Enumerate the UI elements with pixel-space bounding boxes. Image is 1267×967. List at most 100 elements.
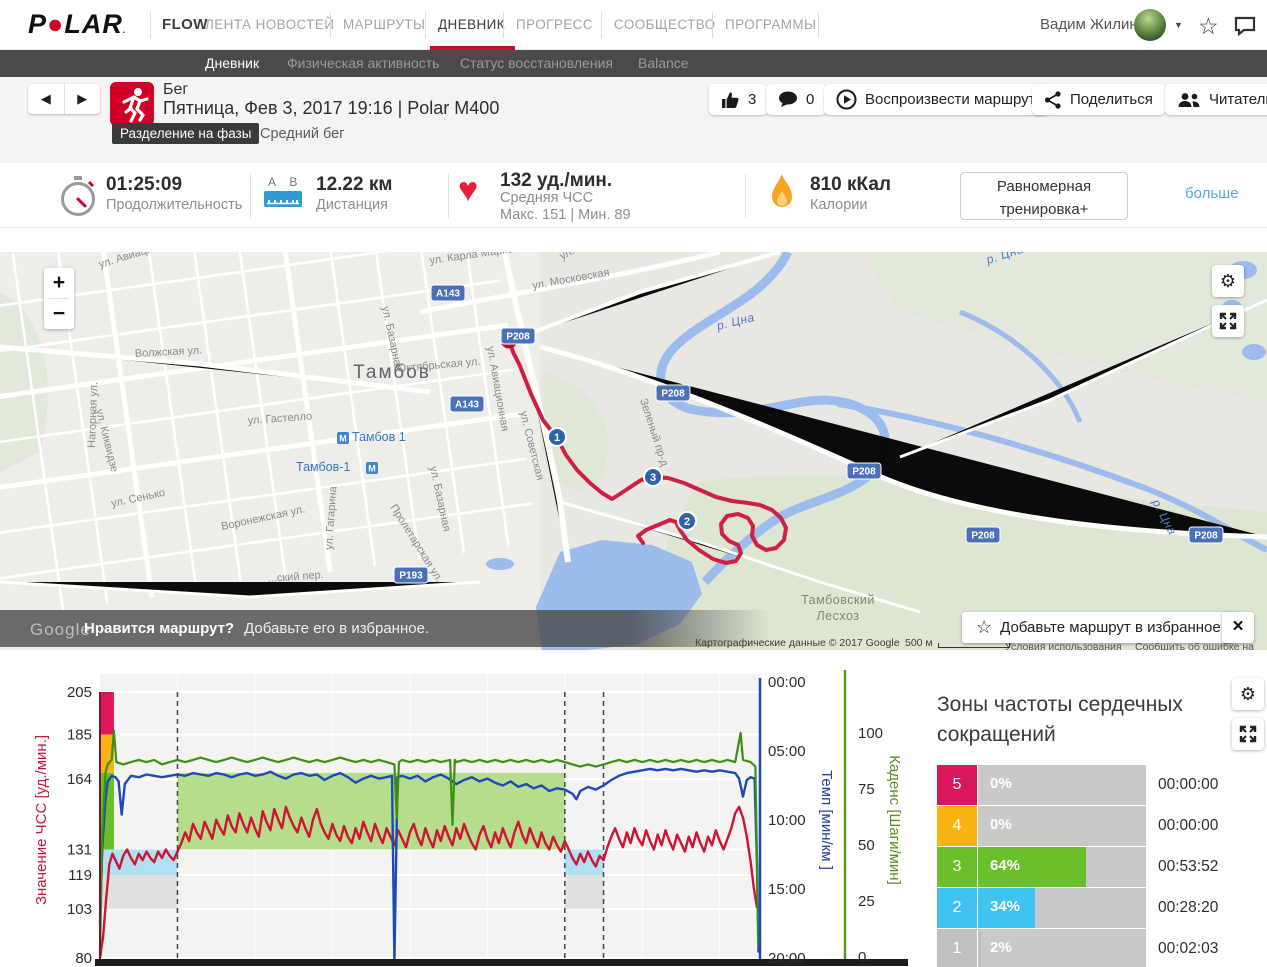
zone-bar-fill [978,846,1086,887]
nav-item-feed[interactable]: ЛЕНТА НОВОСТЕЙ [205,17,335,32]
zoom-out-button[interactable]: − [52,302,66,325]
polar-logo[interactable]: P●LAR. [28,9,127,39]
map-label-city: Тамбов [353,362,431,383]
chart-canvas: 205 185 164 131 119 103 80 00:00 05:00 10:00 15:00… [33,670,908,967]
thumbs-up-icon [722,92,739,108]
map-fullscreen-button[interactable] [1212,305,1244,337]
logo-red-o: ● [47,9,65,39]
zone-time: 00:28:20 [1158,898,1219,916]
share-button[interactable]: Поделиться [1032,84,1165,115]
chart-settings-button[interactable]: ⚙ [1232,678,1264,710]
comment-icon [779,91,797,107]
activity-header: ◀ ▶ Бег Пятница, Фев 3, 2017 19:16 | Pol… [0,77,1267,163]
chart-fullscreen-button[interactable] [1232,718,1264,750]
distance-value: 12.22 км [316,174,393,195]
phase-target-band [564,875,604,910]
hr-tick-label: 185 [67,727,92,744]
series-hr [98,805,760,959]
pace-tick-label: 20:00 [768,950,806,967]
activity-title: Бег [163,81,189,98]
phase-target-band [100,875,178,910]
road-badge [846,462,882,480]
map-settings-button[interactable]: ⚙ [1212,265,1244,297]
map-label-station: Тамбов-1 [296,460,350,474]
add-route-favorite-button[interactable]: ☆ Добавьте маршрут в избранное [962,612,1235,643]
comments-button[interactable]: 0 [766,84,827,115]
km-marker-number: 3 [650,472,656,484]
nav-item-community[interactable]: СООБЩЕСТВО [614,17,716,32]
road-badge [1188,526,1224,544]
zone-strip-segment [100,692,114,735]
star-icon: ☆ [976,617,993,637]
zone-bar: 34% [978,887,1146,928]
chat-icon[interactable] [1234,15,1256,42]
nav-item-progress[interactable]: ПРОГРЕСС [516,17,593,32]
replay-route-button[interactable]: Воспроизвести маршрут [824,84,1048,115]
nav-item-flow[interactable]: FLOW [162,16,208,33]
report-error-link[interactable]: Сообщить об ошибке на карте [1135,641,1254,650]
flame-icon [768,173,796,220]
next-activity-button[interactable]: ▶ [77,91,88,106]
subnav-balance[interactable]: Balance [638,55,689,71]
readers-button[interactable]: Читатели [1165,84,1267,115]
map-label-street: ...ский пер. [267,569,324,585]
subnav-diary[interactable]: Дневник [205,55,260,71]
like-button[interactable]: 3 [709,84,769,115]
more-link[interactable]: больше [1185,185,1239,202]
pace-axis-title: Темп [мин/км ] [818,770,835,870]
map-zoom-control: + − [44,268,74,329]
training-benefit-button[interactable]: Равномерная тренировка+ [960,172,1128,220]
map-label-street: ул. Гагарина [323,485,339,550]
cadence-axis-title: Каденс [Шаги/мин] [886,755,903,885]
map-attribution: Картографические данные © 2017 Google [695,637,900,649]
svg-text:M: M [339,434,347,444]
zone-bar: 2% [978,928,1146,967]
subnav-activity[interactable]: Физическая активность [287,55,440,71]
distance-ruler-icon [264,191,302,212]
hr-tick-label: 131 [67,841,92,858]
duration-label: Продолжительность [106,197,243,213]
road-badge [500,327,536,345]
pace-tick-label: 00:00 [768,674,806,691]
road-badge-label: Р193 [399,571,423,582]
cadence-tick-label: 75 [858,781,875,798]
hr-zones-title: Зоны частоты сердечных сокращений [937,693,1183,747]
like-banner-text: Добавьте его в избранное. [244,620,430,637]
avatar[interactable] [1134,9,1166,41]
zone-number: 5 [937,764,977,805]
chevron-down-icon[interactable]: ▼ [1174,20,1183,30]
km-markers: 1 2 3 [547,427,697,531]
terms-link[interactable]: Условия использования [1005,641,1122,650]
nav-item-routes[interactable]: МАРШРУТЫ [343,17,426,32]
hr-zone-row: 5 0% 00:00:00 [937,764,1267,805]
zone-bar-fill [978,887,1036,928]
zone-strip-segment [100,734,114,773]
zone-percent: 0% [990,774,1012,792]
stopwatch-icon [58,175,98,222]
hr-tick-label: 205 [67,684,92,701]
map-canvas: А143 А143 Р208 Р208 Р208 Р208 Р208 Р193 Тамбов у… [0,252,1267,650]
nav-item-programs[interactable]: ПРОГРАММЫ [725,17,817,32]
prev-activity-button[interactable]: ◀ [28,84,65,114]
zoom-in-button[interactable]: + [52,271,66,294]
close-banner-button[interactable]: × [1222,612,1254,643]
share-icon [1044,90,1061,109]
timeline-scrubber [95,959,908,966]
subnav-recovery[interactable]: Статус восстановления [460,55,613,71]
calories-value: 810 кКал [810,174,891,195]
zone-time: 00:00:00 [1158,775,1219,793]
cadence-tick-label: 0 [858,949,866,966]
nav-item-diary[interactable]: ДНЕВНИК [438,17,506,32]
zone-bar-fill [978,928,982,967]
svg-text:M: M [368,464,376,474]
station-icons: M M [337,432,378,474]
road-badge-label: Р208 [506,332,530,343]
pace-tick-label: 10:00 [768,812,806,829]
people-icon [1178,92,1200,107]
user-name[interactable]: Вадим Жилин [1040,16,1138,33]
hr-zone-row: 1 2% 00:02:03 [937,928,1267,967]
favorites-star-icon[interactable]: ☆ [1198,13,1219,39]
route-map[interactable]: А143 А143 Р208 Р208 Р208 Р208 Р208 Р193 Тамбов у… [0,252,1267,650]
hr-zone-row: 4 0% 00:00:00 [937,805,1267,846]
zone-percent: 2% [990,938,1012,956]
